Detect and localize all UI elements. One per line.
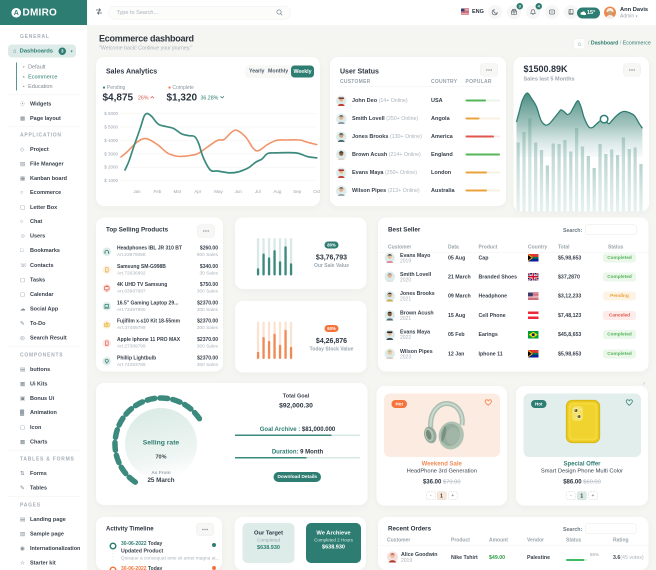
svg-text:Jul: Jul: [255, 189, 261, 194]
svg-text:May: May: [214, 189, 223, 194]
svg-text:A: A: [14, 10, 19, 17]
svg-text:Oct: Oct: [313, 189, 320, 194]
svg-text:Jun: Jun: [235, 189, 243, 194]
svg-text:Mar: Mar: [174, 189, 182, 194]
svg-text:Apr: Apr: [194, 189, 202, 194]
svg-text:$ 5000: $ 5000: [104, 125, 118, 130]
svg-text:$ 2000: $ 2000: [104, 165, 118, 170]
svg-text:$ 3000: $ 3000: [104, 151, 118, 156]
svg-text:Jan: Jan: [133, 189, 141, 194]
svg-text:Sep: Sep: [293, 189, 302, 194]
svg-text:Feb: Feb: [154, 189, 162, 194]
svg-text:$ 4000: $ 4000: [104, 138, 118, 143]
svg-text:$ 6000: $ 6000: [104, 111, 118, 116]
svg-text:Aug: Aug: [273, 189, 282, 194]
svg-text:$ 1000: $ 1000: [104, 178, 118, 183]
